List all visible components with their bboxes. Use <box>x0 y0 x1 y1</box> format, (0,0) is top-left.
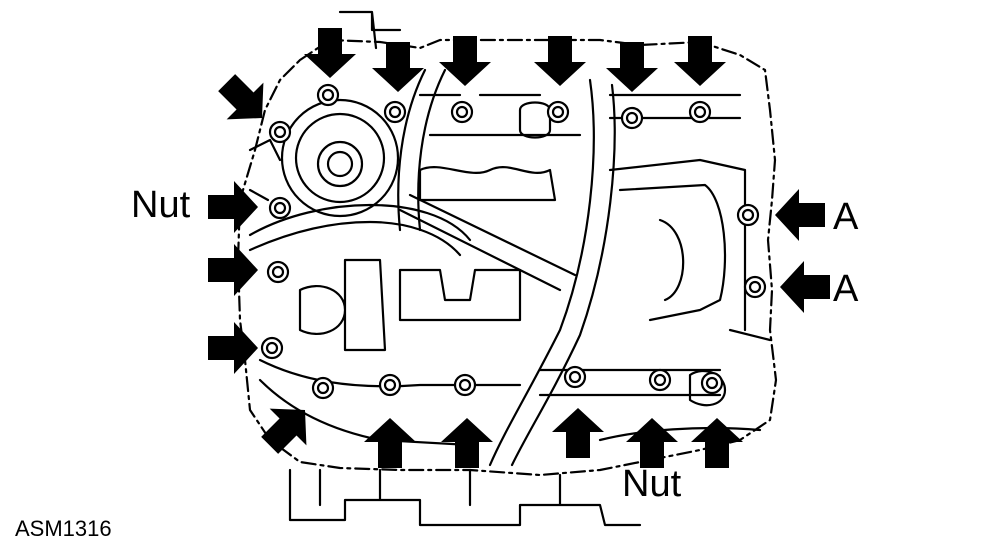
indicator-arrow <box>364 418 416 468</box>
top-rib <box>418 93 742 137</box>
indicator-arrows <box>208 28 830 468</box>
a-label-bottom: A <box>833 268 859 310</box>
indicator-arrow <box>552 408 604 458</box>
bottom-rail <box>258 358 762 442</box>
bolt-hex <box>568 370 582 384</box>
indicator-arrow <box>626 418 678 468</box>
bolt-hex <box>705 376 719 390</box>
bolt-hex <box>383 378 397 392</box>
bolt-hex <box>748 280 762 294</box>
bolt-hex <box>458 378 472 392</box>
middle-pocket-1 <box>418 166 557 202</box>
housing-line-drawing <box>236 10 778 527</box>
pulley-outer <box>280 98 400 218</box>
bolt-hex <box>653 373 667 387</box>
right-panel <box>608 158 772 342</box>
indicator-arrow <box>780 261 830 313</box>
diagonal-rib <box>398 193 577 292</box>
center-rib <box>397 68 447 232</box>
pulley-hub <box>326 150 354 178</box>
bolt-hex <box>625 111 639 125</box>
pulley-mid <box>294 112 386 204</box>
bolt-hex <box>273 201 287 215</box>
pulley-inner <box>316 140 364 188</box>
indicator-arrow <box>208 244 258 296</box>
indicator-arrow <box>441 418 493 468</box>
bolt-hex <box>265 341 279 355</box>
middle-pocket-3 <box>298 258 387 352</box>
nut-label-bottom: Nut <box>622 463 682 505</box>
indicator-arrow <box>534 36 586 86</box>
bolt-hex <box>741 208 755 222</box>
bolt-hex <box>388 105 402 119</box>
bolt-hex <box>316 381 330 395</box>
bolt-hex <box>273 125 287 139</box>
bolt-hex <box>551 105 565 119</box>
indicator-arrow <box>606 42 658 92</box>
indicator-arrow <box>775 189 825 241</box>
bolt-hex <box>455 105 469 119</box>
indicator-arrow <box>372 42 424 92</box>
left-rib <box>248 203 472 257</box>
indicator-arrow <box>208 181 258 233</box>
left-boss <box>248 138 282 202</box>
indicator-arrow <box>304 28 356 78</box>
bolt-hex <box>271 265 285 279</box>
long-rib <box>488 78 616 467</box>
a-label-top: A <box>833 196 859 238</box>
nut-label-left: Nut <box>131 184 191 226</box>
bolt-hex <box>693 105 707 119</box>
slot <box>518 101 552 139</box>
figure-code: ASM1316 <box>15 516 112 541</box>
bolt-heads <box>260 83 767 400</box>
indicator-arrow <box>674 36 726 86</box>
bolt-hex <box>321 88 335 102</box>
bottom-skirt <box>288 468 642 527</box>
indicator-arrow <box>208 322 258 374</box>
indicator-arrow <box>261 408 307 454</box>
indicator-arrow <box>691 418 743 468</box>
small-boss <box>688 369 727 407</box>
middle-pocket-2 <box>398 268 522 322</box>
indicator-arrow <box>439 36 491 86</box>
top-bracket <box>338 10 402 50</box>
indicator-arrow <box>218 74 264 120</box>
